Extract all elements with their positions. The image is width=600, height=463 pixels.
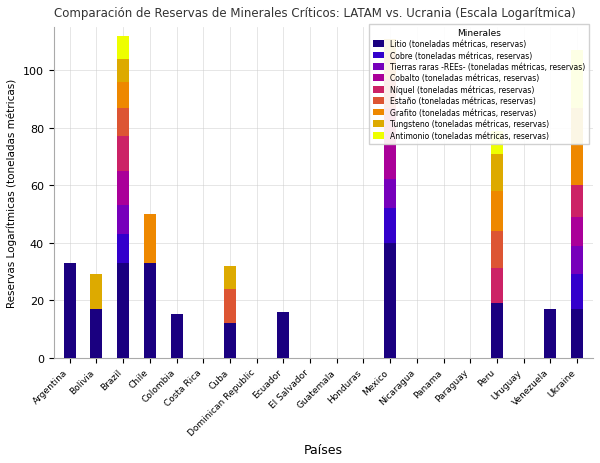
Bar — [144, 214, 156, 263]
Bar — [571, 275, 583, 309]
Bar — [224, 324, 236, 358]
Bar — [571, 217, 583, 246]
X-axis label: Países: Países — [304, 443, 343, 456]
Bar — [384, 209, 396, 243]
Bar — [544, 309, 556, 358]
Bar — [384, 108, 396, 145]
Bar — [491, 192, 503, 232]
Bar — [117, 137, 129, 171]
Bar — [384, 145, 396, 180]
Bar — [491, 232, 503, 269]
Bar — [117, 263, 129, 358]
Legend: Litio (toneladas métricas, reservas), Cobre (toneladas métricas, reservas), Tier: Litio (toneladas métricas, reservas), Co… — [369, 25, 589, 144]
Bar — [491, 131, 503, 154]
Bar — [571, 309, 583, 358]
Bar — [571, 51, 583, 108]
Bar — [144, 263, 156, 358]
Text: Comparación de Reservas de Minerales Críticos: LATAM vs. Ucrania (Escala Logarít: Comparación de Reservas de Minerales Crí… — [54, 7, 575, 20]
Bar — [384, 39, 396, 54]
Bar — [170, 315, 182, 358]
Bar — [117, 234, 129, 263]
Bar — [224, 266, 236, 289]
Bar — [384, 180, 396, 209]
Bar — [91, 309, 103, 358]
Bar — [571, 246, 583, 275]
Bar — [117, 206, 129, 234]
Bar — [571, 108, 583, 145]
Bar — [117, 82, 129, 108]
Bar — [491, 154, 503, 192]
Bar — [491, 303, 503, 358]
Bar — [117, 37, 129, 60]
Bar — [571, 186, 583, 217]
Bar — [277, 312, 289, 358]
Bar — [384, 80, 396, 108]
Bar — [64, 263, 76, 358]
Bar — [224, 289, 236, 324]
Bar — [117, 171, 129, 206]
Bar — [384, 54, 396, 80]
Bar — [491, 269, 503, 303]
Bar — [384, 243, 396, 358]
Bar — [91, 275, 103, 309]
Bar — [117, 108, 129, 137]
Y-axis label: Reservas Logarítmicas (toneladas métricas): Reservas Logarítmicas (toneladas métrica… — [7, 79, 17, 307]
Bar — [117, 60, 129, 82]
Bar — [571, 145, 583, 186]
